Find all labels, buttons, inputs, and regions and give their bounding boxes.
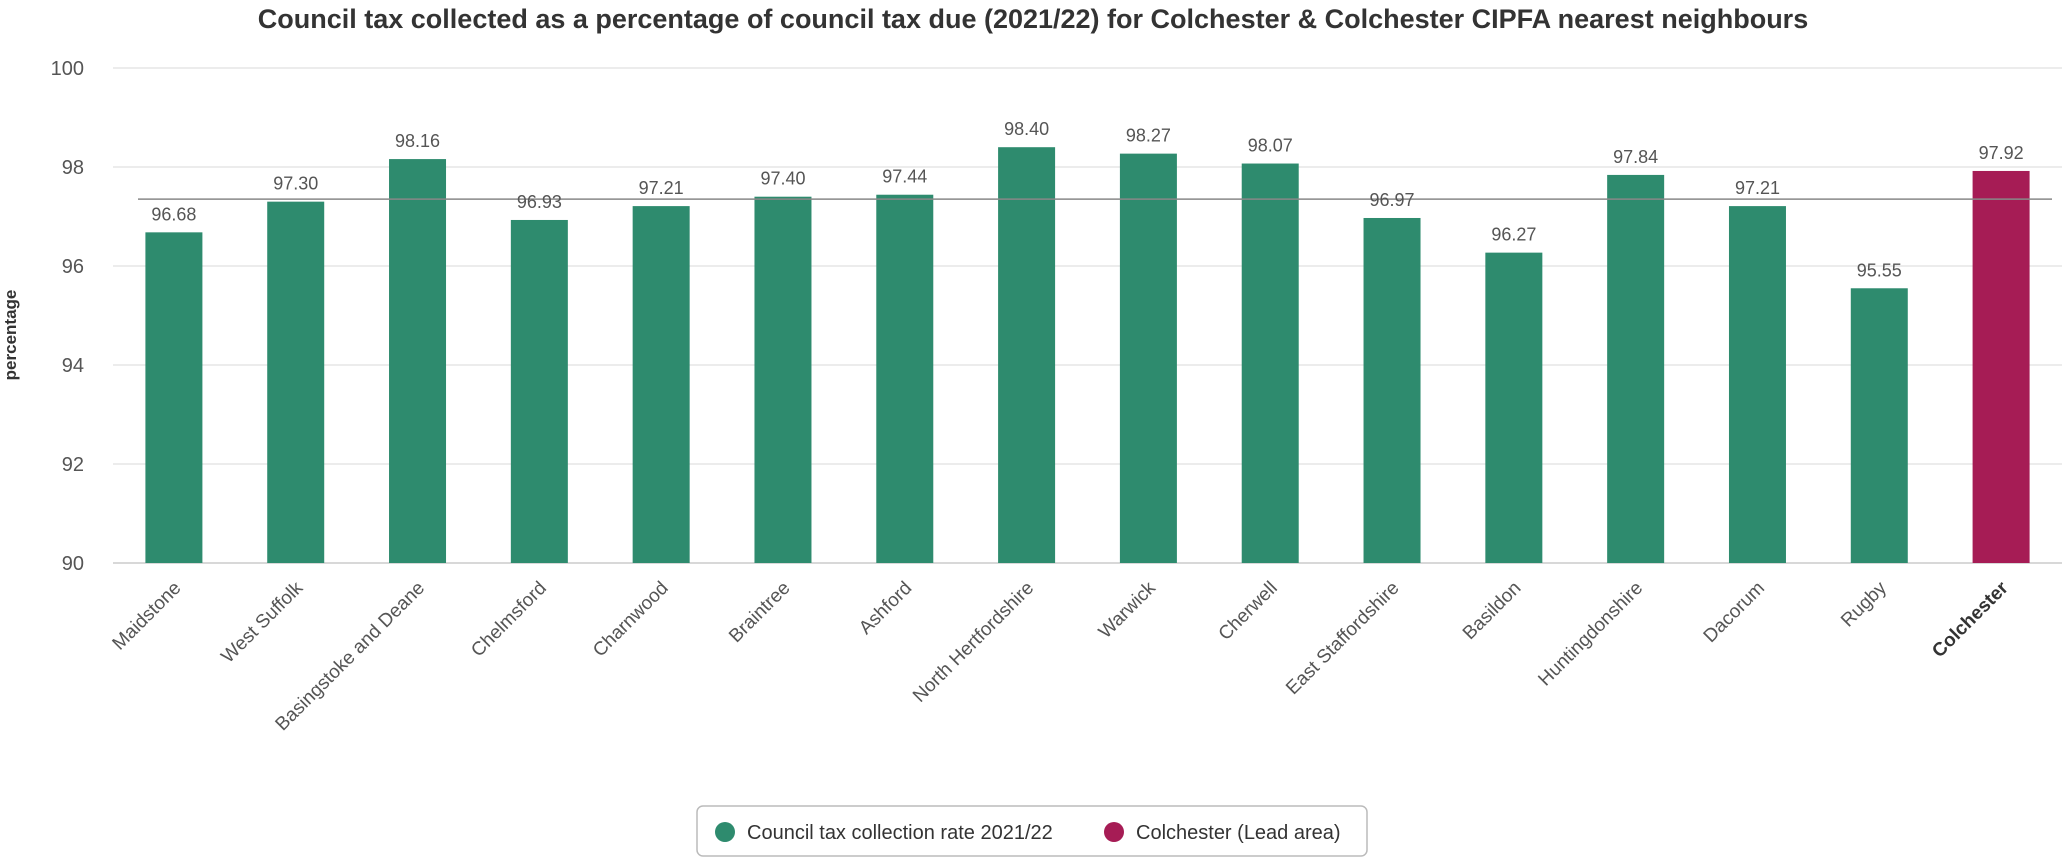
bar	[1850, 288, 1908, 563]
data-label: 98.16	[395, 131, 440, 151]
data-label: 97.44	[882, 167, 927, 187]
data-label: 95.55	[1857, 260, 1902, 280]
data-label: 98.27	[1126, 126, 1171, 146]
y-tick-label: 98	[62, 157, 84, 179]
bar	[632, 206, 690, 564]
bar	[267, 201, 325, 563]
data-label: 98.40	[1004, 119, 1049, 139]
bar	[1728, 206, 1786, 564]
bar	[1119, 153, 1177, 563]
bar	[1241, 163, 1299, 563]
data-label: 97.30	[273, 174, 318, 194]
y-tick-label: 94	[62, 355, 84, 377]
legend-marker-lead	[1104, 822, 1124, 842]
bar	[876, 194, 934, 563]
x-tick-label: Chelmsford	[467, 578, 551, 662]
y-tick-label: 92	[62, 454, 84, 476]
legend-box	[696, 805, 1368, 857]
y-tick-label: 90	[62, 553, 84, 575]
data-label: 97.84	[1613, 147, 1658, 167]
y-tick-label: 96	[62, 256, 84, 278]
bar	[1363, 217, 1421, 564]
data-label: 96.68	[151, 204, 196, 224]
x-tick-label: West Suffolk	[217, 577, 307, 667]
x-tick-label: Braintree	[725, 578, 794, 647]
y-axis-ticks: 90 92 94 96 98 100	[51, 58, 84, 575]
data-label: 97.21	[639, 178, 684, 198]
data-label: 96.27	[1491, 225, 1536, 245]
bar	[389, 159, 447, 563]
data-label: 97.92	[1979, 143, 2024, 163]
data-label: 97.40	[760, 169, 805, 189]
x-tick-label: Rugby	[1837, 577, 1891, 631]
x-tick-label: East Staffordshire	[1282, 578, 1403, 699]
legend: Council tax collection rate 2021/22 Colc…	[696, 805, 1368, 857]
data-label: 97.21	[1735, 178, 1780, 198]
x-tick-label: Dacorum	[1700, 578, 1769, 647]
x-tick-label: Warwick	[1095, 577, 1160, 642]
data-label: 98.07	[1248, 136, 1293, 156]
bar	[754, 196, 812, 563]
y-axis-label: percentage	[1, 290, 20, 381]
legend-label-lead: Colchester (Lead area)	[1136, 822, 1341, 844]
x-tick-label: Colchester	[1928, 577, 2013, 662]
bar	[998, 147, 1056, 563]
x-tick-label: Ashford	[855, 578, 916, 639]
data-labels: 96.68 97.30 98.16 96.93 97.21 97.40 97.44 98.40…	[151, 119, 2023, 280]
bar	[510, 219, 568, 563]
chart-title: Council tax collected as a percentage of…	[258, 4, 1808, 34]
bar	[145, 232, 203, 563]
data-label: 96.93	[517, 192, 562, 212]
bar-lead	[1972, 170, 2030, 563]
x-tick-label: Basildon	[1459, 578, 1525, 644]
bars	[145, 147, 2030, 564]
legend-label-series: Council tax collection rate 2021/22	[747, 822, 1053, 844]
x-tick-label: Cherwell	[1215, 578, 1282, 645]
bar	[1485, 252, 1543, 563]
x-tick-label: Charnwood	[589, 578, 673, 662]
x-tick-label: Huntingdonshire	[1534, 578, 1647, 691]
bar	[1607, 174, 1665, 564]
y-tick-label: 100	[51, 58, 84, 80]
x-tick-label: North Hertfordshire	[909, 578, 1038, 707]
data-label: 96.97	[1370, 190, 1415, 210]
x-tick-label: Maidstone	[109, 578, 186, 655]
legend-marker-series	[715, 822, 735, 842]
